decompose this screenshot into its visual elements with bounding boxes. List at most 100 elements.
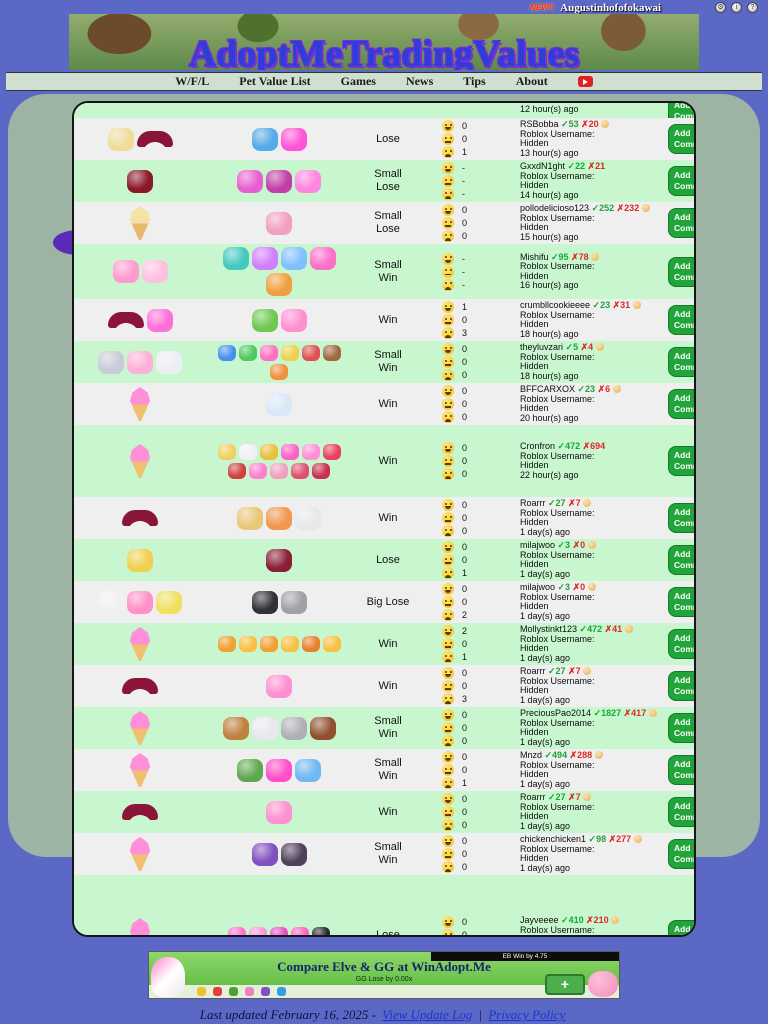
add-comment-button[interactable]: Add Comment (668, 502, 694, 534)
ad-plus-button[interactable]: + (545, 974, 585, 995)
sad-vote-icon[interactable] (442, 861, 454, 873)
trade-row: 12 hour(s) ago Add Comment (74, 103, 694, 118)
neutral-vote-icon[interactable] (442, 722, 454, 734)
add-comment-button[interactable]: Add Comment (668, 628, 694, 660)
happy-vote-icon[interactable] (442, 162, 454, 174)
nav-games[interactable]: Games (340, 74, 376, 88)
neutral-vote-icon[interactable] (442, 455, 454, 467)
neutral-vote-icon[interactable] (442, 806, 454, 818)
happy-vote-icon[interactable] (442, 204, 454, 216)
neutral-vote-icon[interactable] (442, 133, 454, 145)
privacy-policy-link[interactable]: Privacy Policy (488, 1007, 566, 1022)
add-comment-button[interactable]: Add Comment (668, 919, 694, 935)
neutral-vote-icon[interactable] (442, 314, 454, 326)
main-nav: W/F/L Pet Value List Games News Tips Abo… (6, 72, 762, 91)
happy-vote-icon[interactable] (442, 442, 454, 454)
trader-username: Mnzd ✓494 ✗288 (520, 750, 674, 761)
add-comment-button[interactable]: Add Comment (668, 123, 694, 155)
youtube-icon[interactable] (577, 76, 593, 87)
happy-vote-icon[interactable] (442, 343, 454, 355)
sad-vote-icon[interactable] (442, 651, 454, 663)
nav-tips[interactable]: Tips (463, 74, 486, 88)
add-comment-button[interactable]: Add Comment (668, 754, 694, 786)
happy-vote-icon[interactable] (442, 667, 454, 679)
add-comment-button[interactable]: Add Comment (668, 304, 694, 336)
orange-pet-image (266, 273, 292, 296)
add-comment-button[interactable]: Add Comment (668, 207, 694, 239)
sad-vote-icon[interactable] (442, 819, 454, 831)
happy-vote-icon[interactable] (442, 541, 454, 553)
neutral-vote-icon[interactable] (442, 680, 454, 692)
add-comment-button[interactable]: Add Comment (668, 445, 694, 477)
happy-vote-icon[interactable] (442, 835, 454, 847)
happy-vote-icon[interactable] (442, 625, 454, 637)
roblox-username-value: Hidden (520, 403, 549, 413)
neutral-vote-icon[interactable] (442, 596, 454, 608)
happy-vote-icon[interactable] (442, 583, 454, 595)
settings-icon[interactable]: ⚙ (715, 2, 726, 13)
add-comment-button[interactable]: Add Comment (668, 544, 694, 576)
received-items (206, 160, 352, 202)
happy-vote-icon[interactable] (442, 301, 454, 313)
neutral-vote-icon[interactable] (442, 265, 454, 278)
vote-column: - - - (424, 160, 516, 202)
add-comment-button[interactable]: Add Comment (668, 165, 694, 197)
happy-vote-icon[interactable] (442, 385, 454, 397)
neutral-vote-icon[interactable] (442, 217, 454, 229)
sad-vote-icon[interactable] (442, 411, 454, 423)
sad-vote-icon[interactable] (442, 230, 454, 242)
trader-username: RSBobba ✓53 ✗20 (520, 119, 674, 130)
offered-items (74, 707, 206, 749)
help-icon[interactable]: ? (747, 2, 758, 13)
sad-vote-icon[interactable] (442, 567, 454, 579)
sad-vote-icon[interactable] (442, 188, 454, 200)
add-comment-button[interactable]: Add Comment (668, 103, 694, 118)
neutral-vote-icon[interactable] (442, 848, 454, 860)
shrug-icon (583, 499, 592, 507)
sad-vote-icon[interactable] (442, 278, 454, 291)
sad-vote-icon[interactable] (442, 609, 454, 621)
happy-vote-icon[interactable] (442, 709, 454, 721)
sad-vote-icon[interactable] (442, 735, 454, 747)
nav-news[interactable]: News (405, 74, 434, 88)
sad-vote-icon[interactable] (442, 693, 454, 705)
neutral-vote-icon[interactable] (442, 175, 454, 187)
add-comment-button[interactable]: Add Comment (668, 838, 694, 870)
neutral-vote-icon[interactable] (442, 356, 454, 368)
sad-vote-icon[interactable] (442, 525, 454, 537)
add-comment-button[interactable]: Add Comment (668, 670, 694, 702)
happy-vote-icon[interactable] (442, 499, 454, 511)
neutral-vote-icon[interactable] (442, 638, 454, 650)
add-comment-button[interactable]: Add Comment (668, 586, 694, 618)
nav-about[interactable]: About (515, 74, 548, 88)
add-comment-button[interactable]: Add Comment (668, 796, 694, 828)
sad-vote-icon[interactable] (442, 146, 454, 158)
maroon-bow-image (136, 131, 173, 147)
sad-vote-icon[interactable] (442, 369, 454, 381)
happy-vote-icon[interactable] (442, 120, 454, 132)
pink-icecream-image (129, 918, 151, 935)
neutral-vote-icon[interactable] (442, 554, 454, 566)
update-log-link[interactable]: View Update Log (382, 1007, 473, 1022)
add-comment-button[interactable]: Add Comment (668, 346, 694, 378)
happy-vote-icon[interactable] (442, 793, 454, 805)
sad-vote-icon[interactable] (442, 327, 454, 339)
nav-pet-value-list[interactable]: Pet Value List (239, 74, 311, 88)
neutral-vote-icon[interactable] (442, 764, 454, 776)
check-count: ✓5 (565, 342, 579, 352)
happy-vote-icon[interactable] (442, 252, 454, 265)
vote-column: 0 0 0 (424, 202, 516, 244)
neutral-vote-icon[interactable] (442, 512, 454, 524)
sad-vote-icon[interactable] (442, 468, 454, 480)
neutral-vote-icon[interactable] (442, 929, 454, 935)
nav-wfl[interactable]: W/F/L (175, 74, 210, 88)
sad-vote-icon[interactable] (442, 777, 454, 789)
add-comment-button[interactable]: Add Comment (668, 388, 694, 420)
info-icon[interactable]: i (731, 2, 742, 13)
add-comment-button[interactable]: Add Comment (668, 256, 694, 287)
happy-vote-icon[interactable] (442, 751, 454, 763)
ad-banner[interactable]: EB Win by 4.75 Compare Elve & GG at WinA… (148, 951, 620, 999)
neutral-vote-icon[interactable] (442, 398, 454, 410)
add-comment-button[interactable]: Add Comment (668, 712, 694, 744)
happy-vote-icon[interactable] (442, 916, 454, 928)
